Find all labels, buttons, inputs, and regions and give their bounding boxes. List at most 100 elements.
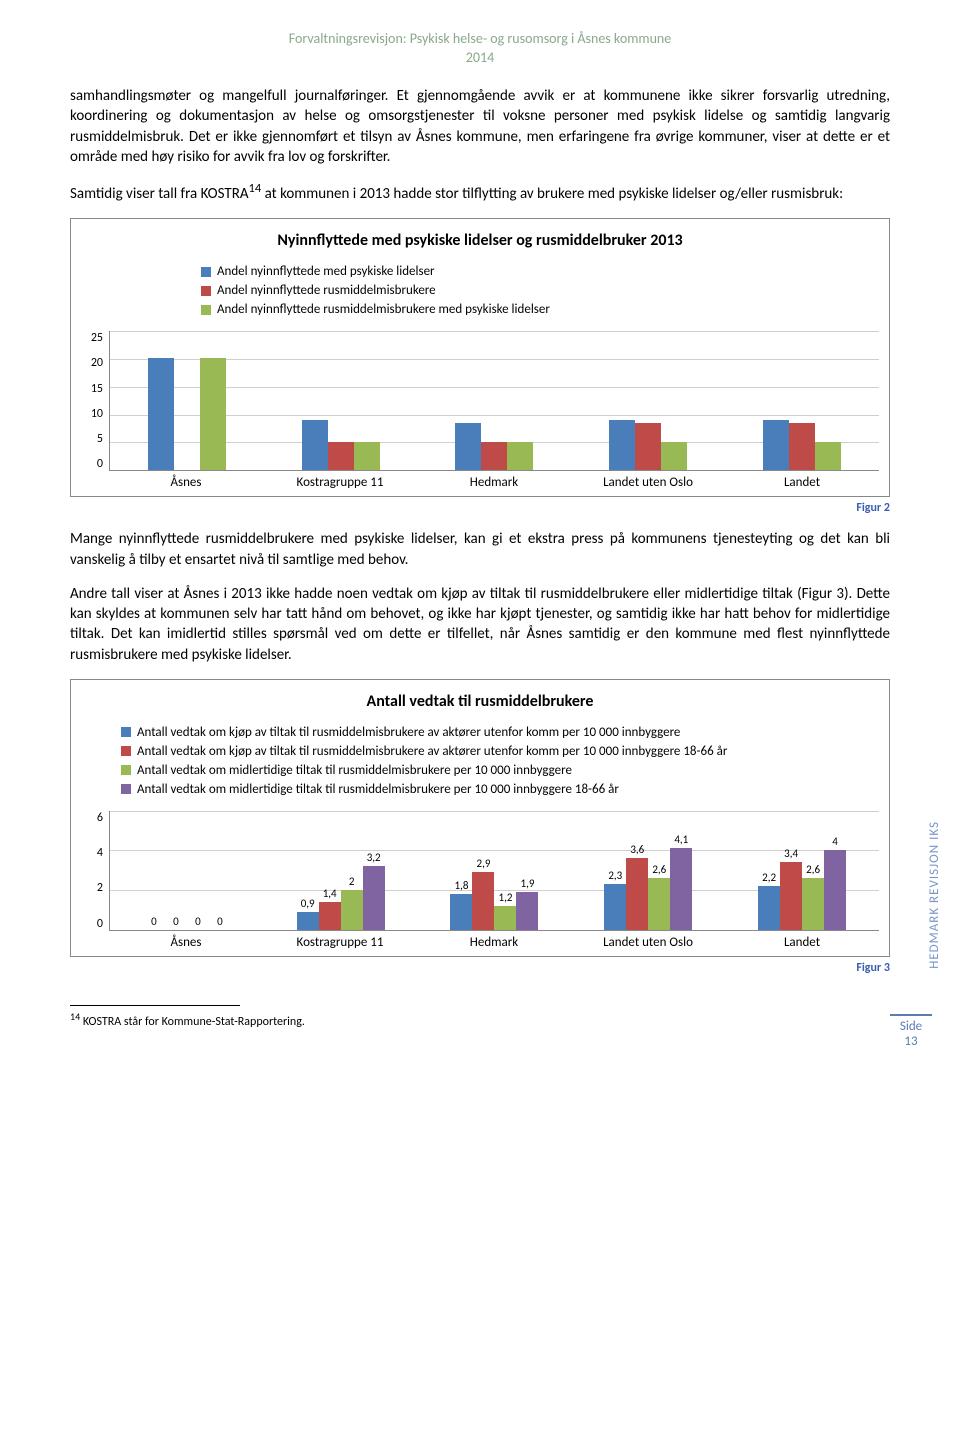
bar-value-label: 2,2 [758, 871, 780, 884]
x-label: Landet [725, 935, 879, 950]
bar-value-label: 2,6 [648, 863, 670, 876]
page-number: Side 13 [890, 1014, 932, 1049]
legend-label: Andel nyinnflyttede rusmiddelmisbrukere … [217, 302, 550, 317]
bar [455, 423, 481, 471]
chart2-xaxis: ÅsnesKostragruppe 11HedmarkLandet uten O… [109, 935, 879, 950]
bar: 0,9 [297, 912, 319, 930]
bar-group [418, 423, 572, 471]
x-label: Åsnes [109, 475, 263, 490]
bar-group [571, 420, 725, 470]
bar-value-label: 3,6 [626, 843, 648, 856]
bar [354, 442, 380, 470]
legend-swatch [201, 267, 211, 277]
legend-swatch [201, 305, 211, 315]
chart1-yaxis: 2520151050 [81, 331, 109, 471]
bar: 4 [824, 850, 846, 930]
bar: 1,2 [494, 906, 516, 930]
bar: 2,6 [648, 878, 670, 930]
p2-post: at kommunen i 2013 hadde stor tilflyttin… [261, 185, 843, 203]
x-label: Landet [725, 475, 879, 490]
legend-label: Antall vedtak om kjøp av tiltak til rusm… [137, 744, 727, 759]
p2-sup: 14 [249, 181, 262, 196]
ytick: 6 [97, 811, 103, 825]
bar [635, 423, 661, 471]
footnote-num: 14 [70, 1010, 80, 1023]
legend-item: Antall vedtak om midlertidige tiltak til… [121, 763, 879, 778]
paragraph-3: Mange nyinnflyttede rusmiddelbrukere med… [70, 529, 890, 570]
bar: 1,8 [450, 894, 472, 930]
x-label: Landet uten Oslo [571, 475, 725, 490]
x-label: Kostragruppe 11 [263, 475, 417, 490]
bar [815, 442, 841, 470]
bar-value-label: 2 [341, 875, 363, 888]
ytick: 4 [97, 846, 103, 860]
paragraph-2: Samtidig viser tall fra KOSTRA14 at komm… [70, 181, 890, 204]
bar: 2,6 [802, 878, 824, 930]
ytick: 0 [97, 457, 103, 471]
bar [661, 442, 687, 470]
legend-item: Antall vedtak om kjøp av tiltak til rusm… [121, 725, 879, 740]
chart2-yaxis: 6420 [81, 811, 109, 931]
bar-group: 1,82,91,21,9 [418, 872, 572, 930]
bar: 2 [341, 890, 363, 930]
bar-value-label: 4,1 [670, 833, 692, 846]
chart1-container: Nyinnflyttede med psykiske lidelser og r… [70, 218, 890, 497]
page-label: Side [900, 1019, 922, 1034]
footnote: 14 KOSTRA står for Kommune-Stat-Rapporte… [70, 1010, 890, 1029]
bar-value-label: 0 [187, 915, 209, 928]
bar-value-label: 0 [143, 915, 165, 928]
legend-label: Antall vedtak om midlertidige tiltak til… [137, 782, 619, 797]
chart2-container: Antall vedtak til rusmiddelbrukere Antal… [70, 679, 890, 957]
bar: 1,9 [516, 892, 538, 930]
bar: 4,1 [670, 848, 692, 930]
bar-value-label: 4 [824, 835, 846, 848]
bar-value-label: 0 [209, 915, 231, 928]
ytick: 10 [91, 407, 103, 421]
bar [481, 442, 507, 470]
legend-swatch [121, 765, 131, 775]
legend-label: Antall vedtak om midlertidige tiltak til… [137, 763, 572, 778]
legend-label: Antall vedtak om kjøp av tiltak til rusm… [137, 725, 680, 740]
bar-value-label: 2,6 [802, 863, 824, 876]
doc-header-year: 2014 [70, 49, 890, 66]
bar-value-label: 2,3 [604, 869, 626, 882]
chart2-title: Antall vedtak til rusmiddelbrukere [81, 692, 879, 711]
bar [328, 442, 354, 470]
chart1-area [109, 331, 879, 471]
chart2-caption: Figur 3 [70, 961, 890, 975]
footnote-text: KOSTRA står for Kommune-Stat-Rapporterin… [80, 1015, 305, 1029]
bar: 3,2 [363, 866, 385, 930]
legend-label: Andel nyinnflyttede rusmiddelmisbrukere [217, 283, 436, 298]
bar-value-label: 3,4 [780, 847, 802, 860]
bar [763, 420, 789, 470]
legend-item: Antall vedtak om midlertidige tiltak til… [121, 782, 879, 797]
legend-item: Andel nyinnflyttede rusmiddelmisbrukere … [201, 302, 879, 317]
chart1-caption: Figur 2 [70, 501, 890, 515]
paragraph-1: samhandlingsmøter og mangelfull journalf… [70, 86, 890, 167]
legend-swatch [121, 784, 131, 794]
chart2-area: 00000,91,423,21,82,91,21,92,33,62,64,12,… [109, 811, 879, 931]
bar: 2,9 [472, 872, 494, 930]
x-label: Hedmark [417, 935, 571, 950]
bar: 3,4 [780, 862, 802, 930]
x-label: Kostragruppe 11 [263, 935, 417, 950]
legend-item: Andel nyinnflyttede rusmiddelmisbrukere [201, 283, 879, 298]
ytick: 15 [91, 382, 103, 396]
bar: 1,4 [319, 902, 341, 930]
bar-value-label: 1,9 [516, 877, 538, 890]
bar [507, 442, 533, 470]
chart2-legend: Antall vedtak om kjøp av tiltak til rusm… [121, 725, 879, 797]
footnote-rule [70, 1005, 240, 1006]
legend-swatch [121, 746, 131, 756]
bar-value-label: 0,9 [297, 897, 319, 910]
bar-value-label: 3,2 [363, 851, 385, 864]
x-label: Hedmark [417, 475, 571, 490]
bar [200, 358, 226, 470]
bar-value-label: 2,9 [472, 857, 494, 870]
ytick: 20 [91, 356, 103, 370]
bar: 3,6 [626, 858, 648, 930]
bar-value-label: 0 [165, 915, 187, 928]
chart1-legend: Andel nyinnflyttede med psykiske lidelse… [201, 264, 879, 317]
ytick: 5 [97, 432, 103, 446]
chart1-title: Nyinnflyttede med psykiske lidelser og r… [81, 231, 879, 250]
